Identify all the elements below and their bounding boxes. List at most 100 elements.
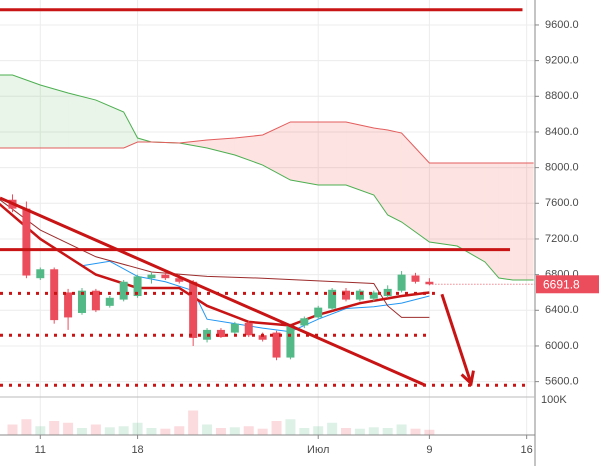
volume-bar — [229, 427, 240, 435]
cloud-fill — [40, 84, 69, 149]
candle-body — [189, 281, 198, 338]
candle-body — [77, 290, 86, 313]
span-b-line — [0, 121, 534, 164]
volume-bar — [188, 410, 199, 435]
x-tick-label: Июл — [307, 444, 329, 456]
volume-bar — [90, 424, 101, 435]
volume-bar — [132, 422, 143, 435]
cloud-fill — [95, 100, 124, 149]
volume-bar — [285, 419, 296, 435]
volume-bar — [202, 424, 213, 435]
cloud-fill — [0, 74, 13, 149]
volume-bar — [410, 428, 421, 435]
candle-body — [425, 281, 434, 285]
cloud-fill — [262, 121, 291, 181]
candle-body — [161, 274, 170, 279]
x-tick-label: 11 — [35, 444, 46, 456]
volume-bar — [271, 421, 282, 435]
volume-bar — [354, 428, 365, 435]
cloud — [0, 74, 534, 281]
volume-bar — [160, 428, 171, 435]
arrow-shaft — [440, 293, 473, 384]
cloud-fill — [68, 92, 96, 149]
candle-body — [230, 323, 239, 333]
cloud-fill — [401, 133, 416, 233]
cloud-fill — [123, 111, 138, 149]
cloud-fill — [179, 139, 208, 149]
volume-bar — [49, 421, 60, 435]
volume-bar — [257, 428, 268, 435]
volume-tick-label: 100K — [541, 394, 567, 406]
volume-pane — [7, 410, 435, 435]
cloud-fill — [484, 162, 499, 279]
y-tick-label: 8800.0 — [545, 90, 579, 102]
y-tick-label: 9600.0 — [545, 19, 579, 31]
y-tick-label: 9200.0 — [545, 55, 579, 67]
x-tick-label: 16 — [521, 444, 533, 456]
candle-body — [133, 276, 142, 297]
volume-bar — [21, 419, 32, 435]
cloud-fill — [457, 162, 485, 262]
cloud-fill — [415, 148, 430, 242]
volume-bar — [396, 424, 407, 435]
candle-body — [272, 332, 281, 358]
candle-body — [369, 292, 378, 299]
volume-bar — [215, 428, 226, 435]
cloud-fill — [387, 130, 402, 223]
y-tick-label: 6400.0 — [545, 304, 579, 316]
volume-bar — [174, 426, 185, 435]
candles — [8, 194, 434, 361]
candle-body — [36, 269, 45, 279]
candle-body — [22, 208, 31, 276]
volume-bar — [76, 428, 87, 435]
volume-bar — [341, 428, 352, 435]
y-tick-label: 8000.0 — [545, 162, 579, 174]
grid — [0, 0, 535, 435]
last-price-label: 6691.8 — [543, 277, 580, 291]
indicator-line — [0, 202, 430, 327]
y-tick-label: 7200.0 — [545, 233, 579, 245]
cloud-fill — [234, 134, 263, 166]
candle-body — [175, 278, 184, 282]
volume-bar — [104, 427, 115, 435]
volume-bar — [327, 422, 338, 435]
volume-bar — [382, 428, 393, 435]
cloud-fill — [290, 121, 319, 186]
indicator-line — [0, 199, 430, 318]
candle-body — [119, 281, 128, 300]
x-tick-label: 18 — [131, 444, 143, 456]
y-tick-label: 6000.0 — [545, 340, 579, 352]
volume-bar — [63, 422, 74, 435]
candle-body — [244, 322, 253, 336]
volume-bar — [313, 426, 324, 435]
last-price-box — [536, 275, 599, 294]
volume-bar — [118, 426, 129, 435]
candle-body — [147, 274, 156, 279]
volume-bar — [7, 424, 18, 435]
cloud-fill — [12, 74, 41, 149]
y-tick-label: 5600.0 — [545, 376, 579, 388]
cloud-fill — [373, 128, 388, 215]
candle-body — [216, 329, 225, 338]
cloud-fill — [429, 162, 458, 247]
candle-body — [105, 297, 114, 306]
volume-bar — [424, 429, 435, 435]
candle-body — [397, 274, 406, 291]
volume-bar — [243, 426, 254, 435]
candle-body — [286, 325, 295, 358]
drawings — [0, 8, 535, 387]
cloud-fill — [318, 121, 347, 186]
candle-body — [258, 335, 267, 340]
cloud-fill — [346, 121, 374, 196]
x-tick-label: 9 — [426, 444, 432, 456]
candle-body — [328, 289, 337, 309]
volume-bar — [299, 428, 310, 435]
cloud-fill — [512, 162, 534, 280]
candle-body — [91, 290, 100, 311]
volume-bar — [146, 428, 157, 435]
candle-body — [342, 290, 351, 300]
span-a-line — [0, 74, 534, 281]
candle-body — [300, 318, 309, 326]
